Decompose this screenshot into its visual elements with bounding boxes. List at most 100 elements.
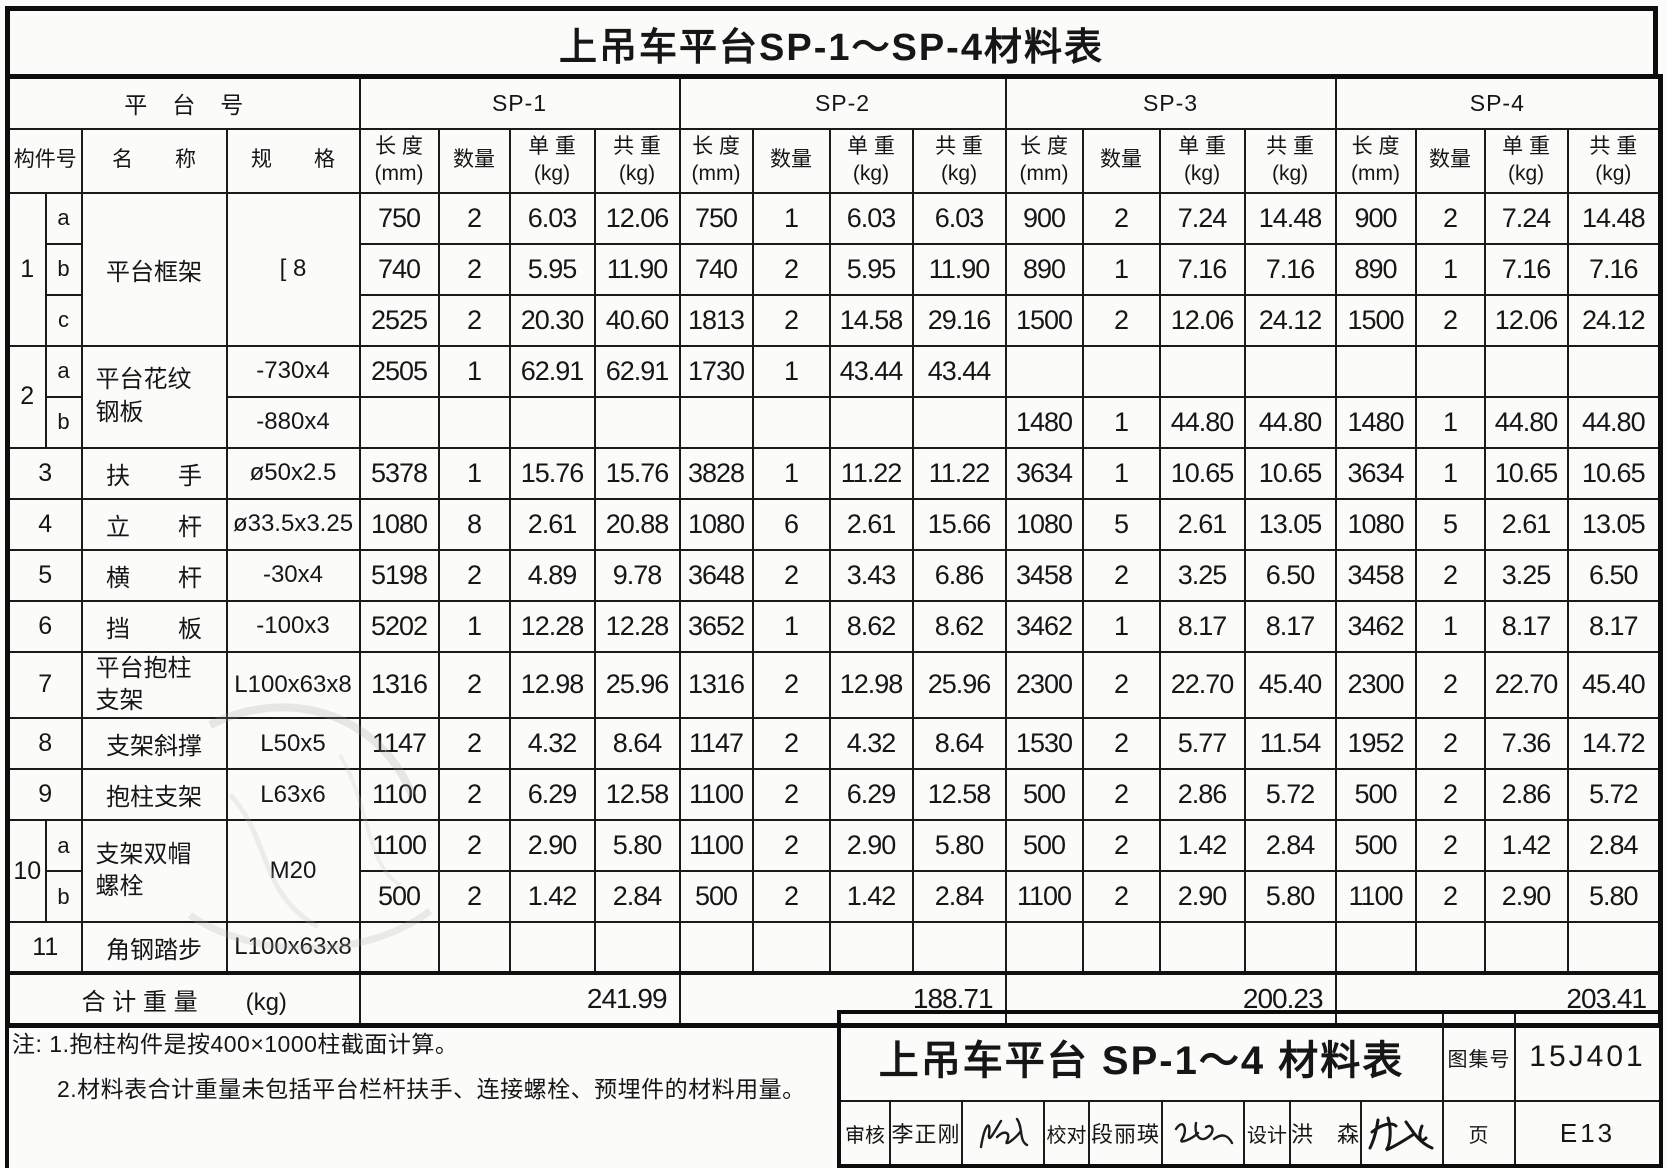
cell-unit-weight [1483, 921, 1569, 975]
cell-length: 3462 [1334, 599, 1417, 653]
cell-length: 2300 [1334, 650, 1417, 720]
cell-total-weight: 10.65 [1566, 446, 1662, 500]
total-weight-SP-2: 188.71 [678, 971, 1007, 1027]
cell-unit-weight: 22.70 [1158, 650, 1246, 720]
component-no-header: 构件号 [6, 127, 83, 194]
cell-unit-weight: 10.65 [1483, 446, 1569, 500]
material-table-body: 平 台 号 SP-1 SP-2 SP-3 SP-4 构件号名 称规 格长 度 (mm) 数量单… [6, 75, 1662, 1027]
spec-header: 规 格 [225, 127, 361, 194]
cell-length [1004, 344, 1084, 398]
cell-total-weight: 6.50 [1243, 548, 1337, 602]
cell-length [1004, 921, 1084, 975]
cell-total-weight: 8.64 [911, 717, 1007, 771]
platform-header-1: SP-1 [358, 75, 681, 130]
cell-total-weight [911, 395, 1007, 449]
cell-unit-weight: 5.95 [828, 242, 914, 296]
cell-total-weight: 11.90 [911, 242, 1007, 296]
component-name: 角钢踏步 [80, 921, 228, 975]
cell-total-weight [593, 921, 681, 975]
cell-qty: 1 [437, 599, 511, 653]
component-name: 横 杆 [80, 548, 228, 602]
component-spec: L63x6 [225, 768, 361, 822]
cell-length: 1316 [358, 650, 440, 720]
cell-unit-weight: 2.61 [508, 497, 596, 551]
cell-total-weight: 44.80 [1566, 395, 1662, 449]
cell-total-weight: 2.84 [1243, 819, 1337, 873]
cell-length: 2300 [1004, 650, 1084, 720]
component-name: 挡 板 [80, 599, 228, 653]
cell-total-weight: 45.40 [1566, 650, 1662, 720]
cell-qty: 1 [437, 446, 511, 500]
checker-name: 段丽瑛 [1088, 1102, 1161, 1164]
cell-qty: 1 [1081, 395, 1161, 449]
cell-length: 1100 [358, 768, 440, 822]
cell-qty: 2 [1081, 870, 1161, 924]
cell-length: 3458 [1334, 548, 1417, 602]
title-block-title: 上吊车平台 SP-1～4 材料表 [878, 1039, 1405, 1083]
component-letter: b [44, 870, 83, 924]
cell-unit-weight: 1.42 [508, 870, 596, 924]
cell-total-weight: 44.80 [1243, 395, 1337, 449]
cell-length [1334, 921, 1417, 975]
cell-unit-weight: 7.24 [1483, 191, 1569, 245]
cell-total-weight: 24.12 [1566, 293, 1662, 347]
cell-length: 2525 [358, 293, 440, 347]
cell-total-weight: 5.80 [1566, 870, 1662, 924]
cell-length [358, 921, 440, 975]
component-no: 1 [6, 191, 47, 347]
cell-total-weight: 29.16 [911, 293, 1007, 347]
cell-length: 890 [1334, 242, 1417, 296]
cell-unit-weight [508, 921, 596, 975]
component-name: 平台抱柱 支架 [80, 650, 228, 720]
cell-qty: 2 [1081, 768, 1161, 822]
cell-qty: 2 [751, 768, 831, 822]
cell-qty: 2 [751, 650, 831, 720]
length-header: 长 度 (mm) [1334, 127, 1417, 194]
cell-length: 3648 [678, 548, 754, 602]
cell-qty: 2 [751, 870, 831, 924]
total-weight-label: 合 计 重 量 (kg) [6, 971, 361, 1027]
total-weight-header: 共 重 (kg) [911, 127, 1007, 194]
component-spec: L100x63x8 [225, 650, 361, 720]
cell-length: 900 [1004, 191, 1084, 245]
platform-header-2: SP-2 [678, 75, 1007, 130]
total-weight-SP-1: 241.99 [358, 971, 681, 1027]
cell-qty: 2 [437, 242, 511, 296]
cell-length: 1100 [1004, 870, 1084, 924]
cell-length [1334, 344, 1417, 398]
cell-length: 500 [1334, 768, 1417, 822]
cell-unit-weight: 43.44 [828, 344, 914, 398]
total-weight-header: 共 重 (kg) [593, 127, 681, 194]
total-weight-header: 共 重 (kg) [1566, 127, 1662, 194]
cell-total-weight: 8.62 [911, 599, 1007, 653]
component-name: 平台框架 [80, 191, 228, 347]
cell-unit-weight: 8.62 [828, 599, 914, 653]
cell-unit-weight: 22.70 [1483, 650, 1569, 720]
cell-unit-weight [828, 921, 914, 975]
cell-length: 3458 [1004, 548, 1084, 602]
cell-qty: 2 [1414, 191, 1486, 245]
component-no: 2 [6, 344, 47, 449]
cell-qty: 2 [1414, 819, 1486, 873]
cell-length: 1480 [1334, 395, 1417, 449]
note-line-2: 2.材料表合计重量未包括平台栏杆扶手、连接螺栓、预埋件的材料用量。 [57, 1075, 806, 1102]
cell-total-weight: 12.28 [593, 599, 681, 653]
length-header: 长 度 (mm) [678, 127, 754, 194]
cell-qty: 2 [1414, 293, 1486, 347]
cell-total-weight: 2.84 [911, 870, 1007, 924]
cell-total-weight: 14.72 [1566, 717, 1662, 771]
cell-qty: 2 [437, 768, 511, 822]
cell-qty [751, 921, 831, 975]
page-label: 页 [1442, 1100, 1514, 1164]
cell-total-weight: 9.78 [593, 548, 681, 602]
designer-signature [1360, 1102, 1442, 1164]
cell-total-weight: 5.72 [1566, 768, 1662, 822]
unit-weight-header: 单 重 (kg) [1158, 127, 1246, 194]
cell-qty [751, 395, 831, 449]
cell-length: 3634 [1004, 446, 1084, 500]
cell-length: 750 [358, 191, 440, 245]
component-spec: ø50x2.5 [225, 446, 361, 500]
cell-length: 1316 [678, 650, 754, 720]
unit-weight-header: 单 重 (kg) [828, 127, 914, 194]
cell-length: 5202 [358, 599, 440, 653]
